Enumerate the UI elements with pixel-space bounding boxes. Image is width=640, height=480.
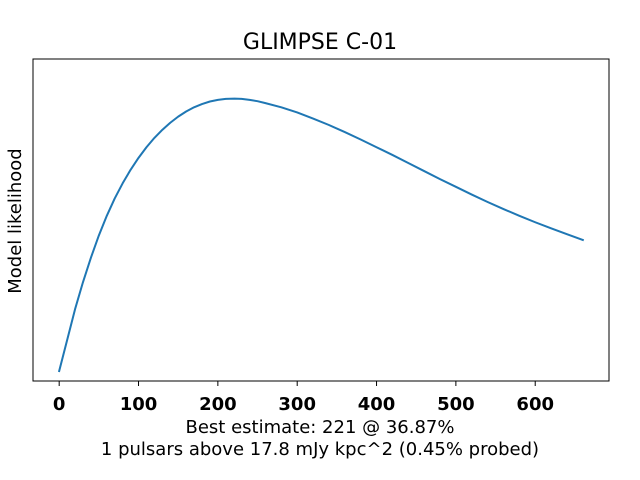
series-line xyxy=(57,97,585,373)
x-tick-label: 500 xyxy=(437,394,475,415)
x-tick-label: 0 xyxy=(53,394,66,415)
x-axis-ticks: 0 100 200 300 400 500 600 xyxy=(53,381,554,415)
x-axis-label-line-2: 1 pulsars above 17.8 mJy kpc^2 (0.45% pr… xyxy=(101,439,539,460)
chart-title: GLIMPSE C-01 xyxy=(243,30,397,55)
x-tick-label: 600 xyxy=(516,394,554,415)
y-axis-label: Model likelihood xyxy=(5,148,26,294)
plot-area xyxy=(32,58,610,382)
x-axis-label-line-1: Best estimate: 221 @ 36.87% xyxy=(185,417,454,438)
x-tick-label: 200 xyxy=(199,394,237,415)
x-tick-label: 400 xyxy=(358,394,396,415)
x-tick-label: 100 xyxy=(120,394,158,415)
x-tick-label: 300 xyxy=(278,394,316,415)
